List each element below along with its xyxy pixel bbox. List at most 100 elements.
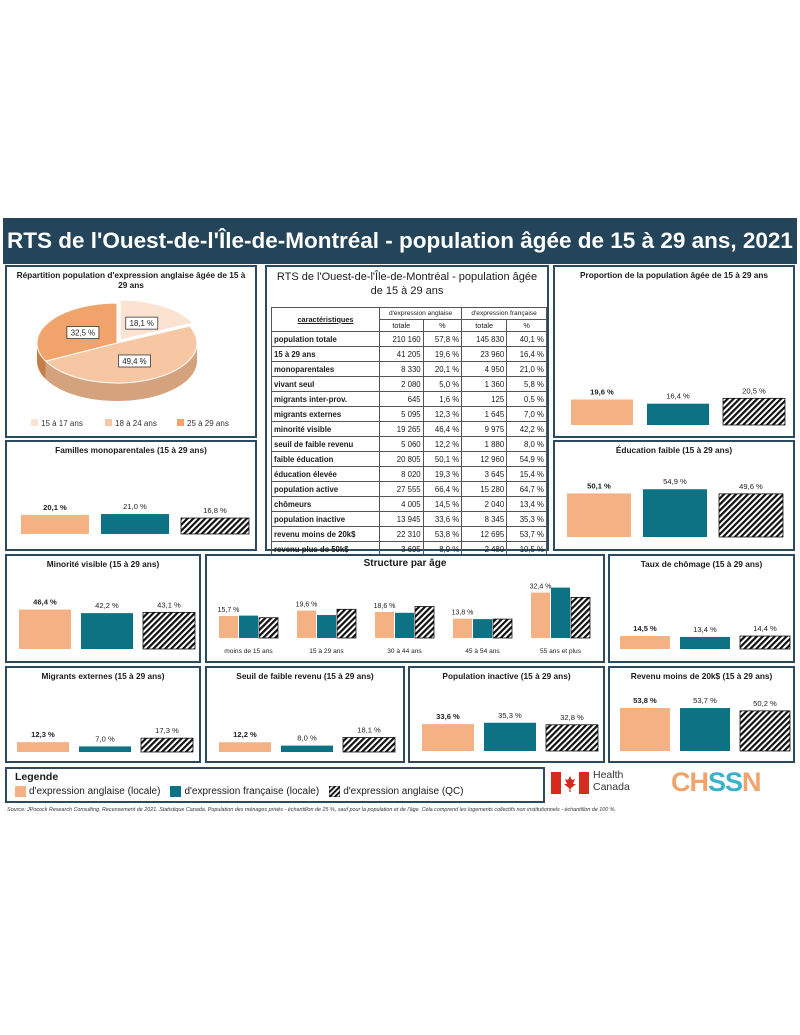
chomage-panel: Taux de chômage (15 à 29 ans) 14,5 % 13,4… <box>608 554 795 663</box>
table-cell: 8 330 <box>379 361 424 377</box>
table-cell: 3 645 <box>461 466 508 482</box>
bar-french-local <box>79 746 131 752</box>
category-label: 55 ans et plus <box>540 648 582 655</box>
row-label: 15 à 29 ans <box>271 346 380 362</box>
bar-english-qc <box>258 617 279 639</box>
table-cell: 21,0 % <box>506 361 547 377</box>
bar-english-local <box>571 399 633 425</box>
chssn-logo-mid: SS <box>708 767 743 797</box>
category-label: 30 à 44 ans <box>387 648 422 655</box>
table-cell: 5,0 % <box>422 376 463 392</box>
table-cell: 145 830 <box>461 331 508 347</box>
minorite-panel: Minorité visible (15 à 29 ans) 46,4 % 42,… <box>5 554 201 663</box>
legend-item-french-local: d'expression française (locale) <box>170 786 319 797</box>
table-cell: 12 695 <box>461 526 508 542</box>
table-cell: 4 005 <box>379 496 424 512</box>
revenu-chart: 53,8 % 53,7 % 50,2 % <box>620 696 791 752</box>
bar-french-local <box>643 489 707 537</box>
table-cell: 1 645 <box>461 406 508 422</box>
group-header-french: d'expression française <box>461 307 547 320</box>
migrants-title: Migrants externes (15 à 29 ans) <box>41 671 165 681</box>
table-row: population totale 210 160 57,8 % 145 830 40,… <box>271 331 547 347</box>
table-row: faible éducation 20 805 50,1 % 12 960 54,9 % <box>271 451 547 467</box>
data-label: 43,1 % <box>157 600 181 609</box>
education-chart: 50,1 % 54,9 % 49,6 % <box>567 477 784 538</box>
data-label: 14,4 % <box>753 624 777 633</box>
data-label: 46,4 % <box>33 598 57 607</box>
inactive-panel: Population inactive (15 à 29 ans) 33,6 %… <box>408 666 605 763</box>
row-label: population active <box>271 481 380 497</box>
pie-label-box <box>118 354 151 368</box>
data-label: 13,8 % <box>452 610 474 617</box>
table-cell: 66,4 % <box>422 481 463 497</box>
col-characteristics: caractéristiques <box>271 307 380 332</box>
table-row: seuil de faible revenu 5 060 12,2 % 1 880 8,… <box>271 436 547 452</box>
subheader-pct-fr: % <box>506 319 547 332</box>
table-row: minorité visible 19 265 46,4 % 9 975 42,2 % <box>271 421 547 437</box>
source-note: Source: JPocock Research Consulting. Rec… <box>7 807 617 813</box>
data-label: 15,7 % <box>218 607 240 614</box>
page-title: RTS de l'Ouest-de-l'Île-de-Montréal - po… <box>3 218 797 264</box>
monoparentales-title: Familles monoparentales (15 à 29 ans) <box>55 445 207 455</box>
data-label: 14,5 % <box>633 624 657 633</box>
inactive-chart: 33,6 % 35,3 % 32,8 % <box>422 711 599 752</box>
table-cell: 23 960 <box>461 346 508 362</box>
bar-english-local <box>17 742 69 752</box>
data-label: 20,5 % <box>742 386 766 395</box>
legend-title: Legende <box>15 771 59 783</box>
chssn-logo-left: CH <box>671 767 709 797</box>
table-row: migrants externes 5 095 12,3 % 1 645 7,0 % <box>271 406 547 422</box>
bar-english-local <box>297 610 316 638</box>
bar-french-local <box>101 514 169 534</box>
legend-label-english-qc: d'expression anglaise (QC) <box>343 786 464 797</box>
table-row: migrants inter-prov. 645 1,6 % 125 0,5 % <box>271 391 547 407</box>
table-cell: 22 310 <box>379 526 424 542</box>
data-label: 53,8 % <box>633 696 657 705</box>
table-cell: 54,9 % <box>506 451 547 467</box>
row-label: revenu moins de 20k$ <box>271 526 380 542</box>
table-cell: 20 805 <box>379 451 424 467</box>
proportion-chart: 19,6 % 16,4 % 20,5 % <box>571 386 786 426</box>
pie-slice-side <box>45 343 197 401</box>
minorite-title: Minorité visible (15 à 29 ans) <box>46 559 160 569</box>
data-label: 50,2 % <box>753 699 777 708</box>
data-label: 19,6 % <box>296 602 318 609</box>
table-cell: 5,8 % <box>506 376 547 392</box>
bar-english-qc <box>570 597 591 639</box>
table-cell: 12,2 % <box>422 436 463 452</box>
table-cell: 9 975 <box>461 421 508 437</box>
structure-panel: Structure par âge 15,7 % moins de 15 ans 1… <box>205 554 605 663</box>
table-row: monoparentales 8 330 20,1 % 4 950 21,0 % <box>271 361 547 377</box>
table-cell: 15,4 % <box>506 466 547 482</box>
table-cell: 2 080 <box>379 376 424 392</box>
legend-label-french-local: d'expression française (locale) <box>184 786 320 797</box>
table-cell: 2 040 <box>461 496 508 512</box>
category-label: moins de 15 ans <box>224 648 273 655</box>
data-label: 13,4 % <box>693 625 717 634</box>
education-title: Éducation faible (15 à 29 ans) <box>615 445 733 455</box>
chssn-logo-right: N <box>742 767 761 797</box>
table-cell: 5 095 <box>379 406 424 422</box>
structure-chart: 15,7 % moins de 15 ans 19,6 % 15 à 29 ans 18… <box>218 584 591 655</box>
seuil-title: Seuil de faible revenu (15 à 29 ans) <box>236 671 374 681</box>
row-label: seuil de faible revenu <box>271 436 380 452</box>
table-cell: 14,5 % <box>422 496 463 512</box>
pie-slice-side <box>37 343 46 380</box>
bar-french-local <box>239 615 258 638</box>
data-label: 18,6 % <box>374 603 396 610</box>
bar-english-local <box>219 616 238 638</box>
table-cell: 41 205 <box>379 346 424 362</box>
table-body: population totale 210 160 57,8 % 145 830 40,… <box>271 331 547 557</box>
canada-flag-icon <box>551 772 589 794</box>
table-cell: 20,1 % <box>422 361 463 377</box>
bar-english-local <box>21 514 89 534</box>
data-label: 7,0 % <box>95 734 115 743</box>
data-label: 32,4 % <box>530 584 552 591</box>
monoparentales-chart: 20,1 % 21,0 % 16,8 % <box>21 502 250 535</box>
bar-english-qc <box>739 635 791 650</box>
table-cell: 33,6 % <box>422 511 463 527</box>
data-label: 8,0 % <box>297 734 317 743</box>
row-label: faible éducation <box>271 451 380 467</box>
table-cell: 50,1 % <box>422 451 463 467</box>
legend-swatch-french-local <box>170 786 182 797</box>
